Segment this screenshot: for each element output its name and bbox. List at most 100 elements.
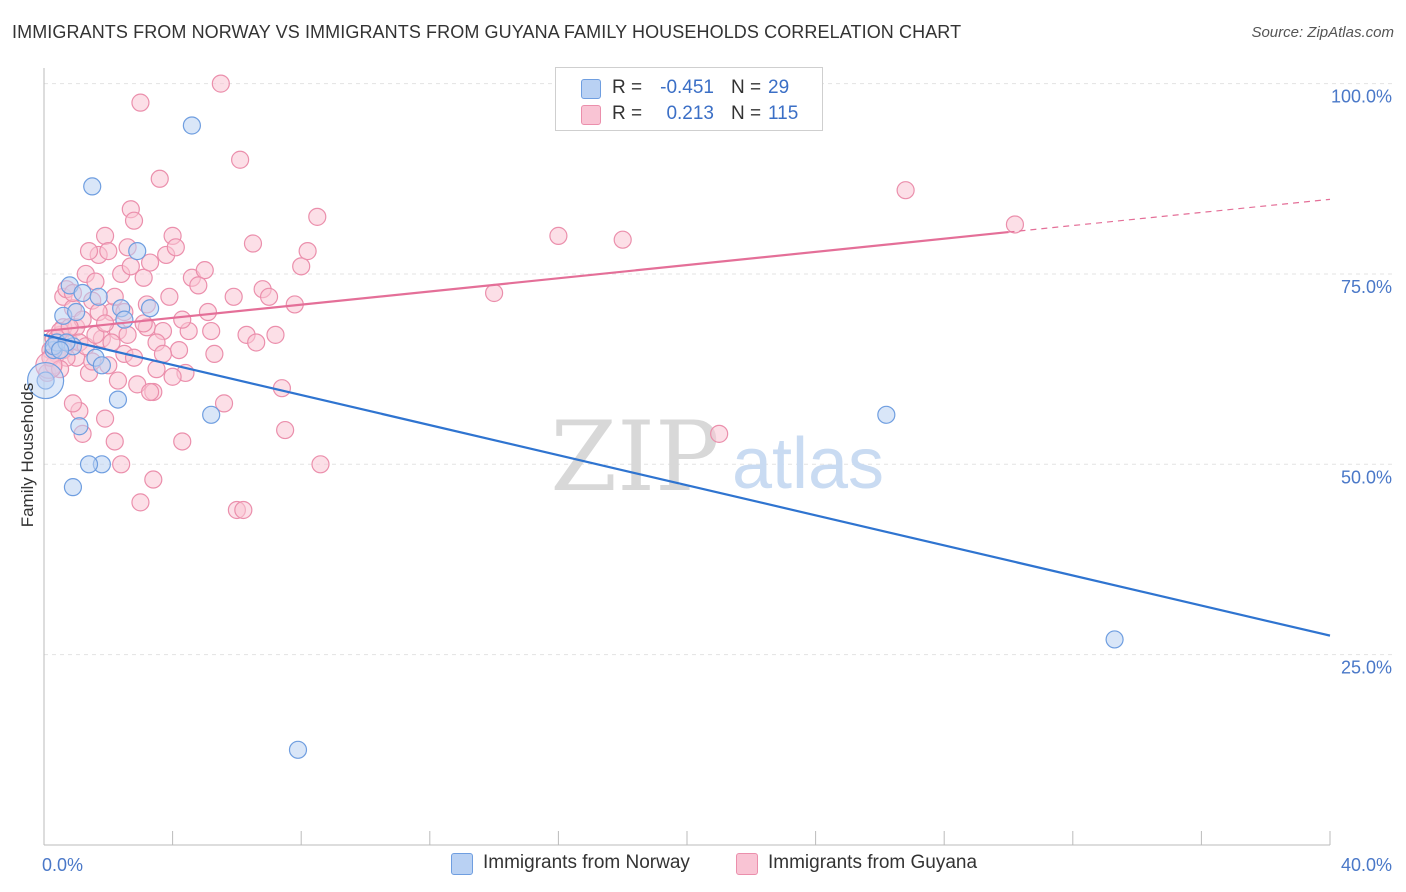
y-tick-label-3: 100.0%	[1331, 87, 1392, 107]
norway-point-7	[73, 283, 92, 303]
gridlines	[44, 83, 1392, 656]
guyana-point-97	[140, 382, 160, 402]
guyana-point-113	[198, 302, 218, 322]
guyana-point-65	[112, 455, 131, 474]
guyana-point-68	[234, 500, 253, 520]
guyana-point-31	[131, 93, 150, 112]
n-label: N =	[731, 103, 762, 124]
guyana-point-103	[205, 344, 224, 364]
y-tick-label-1: 50.0%	[1341, 467, 1392, 487]
y-tick-label-2: 75.0%	[1341, 277, 1392, 297]
guyana-n-value: 115	[768, 103, 799, 124]
norway-point-20	[63, 478, 83, 497]
legend-row-guyana: R = 0.213 N = 115	[556, 102, 822, 128]
guyana-point-37	[150, 169, 169, 188]
guyana-point-64	[105, 432, 124, 451]
source-label: Source: ZipAtlas.com	[1251, 24, 1394, 41]
norway-legend-label: Immigrants from Norway	[483, 852, 690, 873]
guyana-point-61	[308, 207, 327, 226]
tick-labels: 25.0% 50.0% 75.0% 100.0% 0.0% 40.0%	[42, 87, 1392, 875]
x-tick-label-0: 0.0%	[42, 855, 83, 875]
series-norway-points	[27, 116, 1124, 759]
guyana-r-value: 0.213	[666, 103, 714, 124]
guyana-trend-extension	[1008, 198, 1331, 233]
guyana-point-62	[311, 455, 330, 474]
norway-trend-line	[43, 333, 1331, 637]
guyana-point-32	[134, 268, 153, 287]
guyana-legend-swatch	[736, 853, 758, 875]
norway-point-6	[67, 302, 86, 322]
guyana-point-104	[214, 394, 234, 413]
guyana-point-51	[231, 150, 250, 169]
guyana-trend-line	[43, 230, 1009, 333]
watermark: ZIP atlas	[550, 401, 884, 513]
norway-point-19	[288, 740, 308, 759]
guyana-point-96	[134, 314, 153, 333]
guyana-point-63	[95, 409, 115, 428]
guyana-point-59	[292, 257, 311, 276]
guyana-point-69	[144, 470, 163, 489]
guyana-point-43	[169, 340, 189, 360]
norway-point-18	[202, 405, 221, 424]
chart-title: IMMIGRANTS FROM NORWAY VS IMMIGRANTS FRO…	[12, 22, 962, 42]
guyana-point-77	[1005, 215, 1025, 234]
guyana-swatch	[581, 105, 601, 125]
guyana-point-99	[153, 344, 173, 364]
guyana-point-60	[298, 242, 317, 261]
legend-row-norway: R = -0.451 N = 29	[556, 76, 822, 102]
guyana-point-73	[549, 226, 568, 245]
trend-lines	[43, 198, 1331, 637]
guyana-point-42	[166, 238, 185, 257]
norway-point-0	[36, 371, 55, 390]
r-label: R =	[612, 77, 643, 98]
norway-point-17	[182, 116, 201, 135]
watermark-atlas: atlas	[732, 424, 884, 504]
norway-point-22	[79, 455, 99, 474]
guyana-point-110	[121, 257, 140, 276]
guyana-point-44	[173, 432, 192, 451]
guyana-point-66	[131, 493, 150, 512]
guyana-point-56	[266, 325, 285, 344]
norway-point-11	[92, 356, 111, 375]
guyana-point-47	[195, 261, 214, 280]
norway-r-value: -0.451	[660, 77, 714, 98]
guyana-point-100	[163, 367, 182, 386]
norway-cluster-bubble	[27, 361, 65, 400]
y-tick-label-0: 25.0%	[1341, 658, 1392, 678]
norway-point-8	[83, 177, 102, 196]
norway-point-16	[140, 299, 160, 318]
guyana-point-109	[79, 242, 99, 261]
norway-point-27	[1105, 630, 1124, 649]
norway-point-23	[70, 417, 89, 436]
watermark-zip: ZIP	[550, 401, 719, 513]
guyana-point-55	[259, 287, 279, 306]
correlation-legend: R = -0.451 N = 29 R = 0.213 N = 115	[555, 67, 823, 131]
guyana-point-75	[710, 424, 729, 443]
guyana-point-102	[189, 276, 208, 295]
guyana-point-92	[108, 371, 128, 390]
norway-swatch	[581, 79, 601, 99]
guyana-point-53	[243, 234, 263, 253]
n-label: N =	[731, 77, 762, 98]
guyana-point-40	[160, 287, 179, 306]
guyana-point-112	[173, 310, 192, 329]
norway-point-10	[89, 287, 108, 306]
guyana-point-34	[140, 253, 160, 272]
r-label: R =	[612, 103, 643, 124]
norway-n-value: 29	[768, 77, 790, 98]
y-axis-label: Family Households	[18, 383, 37, 528]
guyana-point-70	[63, 394, 83, 413]
guyana-point-57	[276, 420, 295, 440]
norway-point-15	[128, 242, 147, 261]
guyana-point-50	[224, 287, 243, 306]
norway-point-28	[50, 340, 70, 360]
norway-legend-swatch	[451, 853, 473, 875]
x-tick-label-1: 40.0%	[1341, 855, 1392, 875]
guyana-point-20	[95, 226, 115, 245]
guyana-point-72	[485, 283, 504, 303]
guyana-point-94	[118, 325, 137, 344]
norway-point-14	[115, 310, 134, 329]
guyana-point-76	[896, 181, 915, 200]
norway-point-12	[108, 390, 128, 409]
